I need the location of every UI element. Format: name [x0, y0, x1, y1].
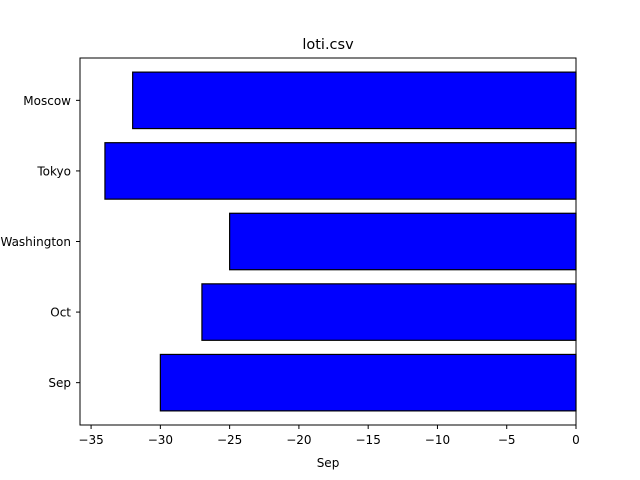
x-tick-label: −30: [148, 433, 173, 447]
y-tick-label: Tokyo: [36, 164, 71, 178]
chart-title: loti.csv: [302, 37, 354, 53]
y-tick-label: Sep: [48, 376, 71, 390]
x-tick-label: −20: [286, 433, 311, 447]
y-tick-label: Moscow: [23, 94, 71, 108]
x-tick-label: −5: [498, 433, 516, 447]
x-axis-label: Sep: [317, 456, 340, 470]
y-tick-label: Oct: [50, 306, 71, 320]
bars-layer: [104, 71, 577, 412]
bar-tokyo: [104, 142, 577, 200]
bar-moscow: [132, 71, 577, 130]
bar-sep: [159, 353, 577, 412]
x-tick-label: −35: [78, 433, 103, 447]
bar-washington: [229, 212, 577, 271]
x-tick-label: −15: [356, 433, 381, 447]
x-axis-ticks: −35 −30 −25 −20 −15 −10 −5 0: [78, 425, 580, 447]
y-axis-ticks: Sep Oct Washington Tokyo Moscow: [0, 94, 80, 390]
x-tick-label: −25: [217, 433, 242, 447]
x-tick-label: 0: [572, 433, 580, 447]
x-tick-label: −10: [425, 433, 450, 447]
bar-oct: [201, 283, 577, 341]
y-tick-label: Washington: [0, 235, 71, 249]
